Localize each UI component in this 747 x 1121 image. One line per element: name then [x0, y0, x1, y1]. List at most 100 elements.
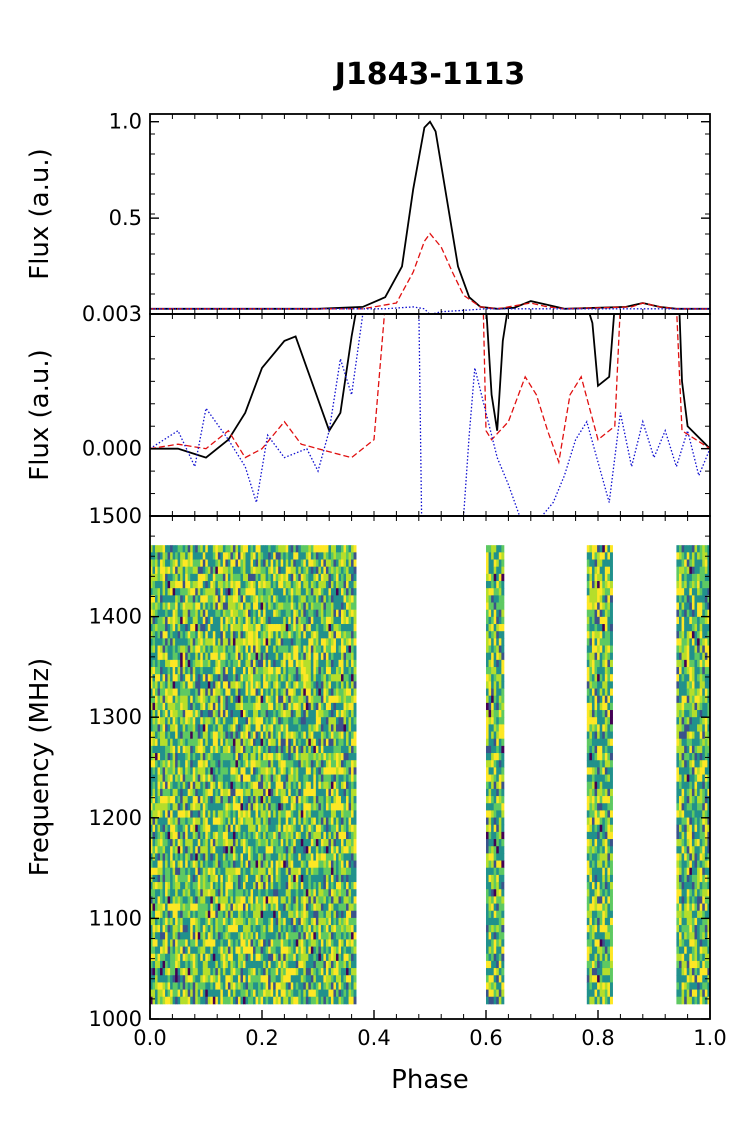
heatmap-cell — [265, 846, 269, 854]
heatmap-cell — [210, 788, 214, 797]
heatmap-cell — [280, 796, 284, 804]
heatmap-cell — [207, 846, 211, 854]
heatmap-cell — [315, 874, 319, 883]
heatmap-cell — [180, 638, 184, 646]
heatmap-cell — [313, 788, 317, 797]
heatmap-cell — [197, 860, 201, 869]
heatmap-cell — [273, 602, 277, 611]
heatmap-cell — [190, 960, 194, 969]
heatmap-cell — [255, 867, 259, 876]
heatmap-cell — [320, 674, 324, 682]
heatmap-cell — [235, 932, 239, 940]
heatmap-cell — [230, 817, 234, 826]
heatmap-cell — [270, 609, 274, 618]
heatmap-cell — [162, 968, 166, 976]
heatmap-cell — [330, 753, 334, 761]
heatmap-cell — [167, 817, 171, 826]
heatmap-cell — [293, 810, 297, 818]
heatmap-cell — [172, 917, 176, 926]
heatmap-cell — [248, 652, 251, 661]
heatmap-cell — [290, 788, 294, 797]
heatmap-cell — [207, 781, 211, 790]
heatmap-cell — [273, 982, 277, 990]
heatmap-cell — [293, 573, 297, 582]
heatmap-cell — [260, 645, 264, 654]
heatmap-cell — [160, 824, 163, 833]
heatmap-cell — [253, 609, 256, 618]
heatmap-cell — [240, 588, 244, 596]
heatmap-cell — [283, 753, 287, 761]
heatmap-cell — [205, 710, 209, 718]
heatmap-cell — [290, 925, 294, 933]
heatmap-cell — [313, 874, 317, 883]
heatmap-cell — [215, 681, 219, 689]
heatmap-cell — [150, 581, 153, 589]
heatmap-cell — [270, 989, 274, 998]
heatmap-cell — [237, 631, 241, 639]
heatmap-cell — [175, 824, 179, 833]
heatmap-cell — [310, 595, 314, 603]
heatmap-cell — [150, 989, 153, 998]
heatmap-cell — [170, 882, 174, 890]
heatmap-cell — [225, 581, 229, 589]
heatmap-cell — [323, 638, 327, 646]
heatmap-cell — [185, 932, 189, 940]
heatmap-cell — [215, 975, 219, 983]
heatmap-cell — [308, 796, 312, 804]
heatmap-cell — [165, 925, 168, 933]
heatmap-cell — [212, 545, 216, 553]
heatmap-cell — [328, 839, 332, 847]
heatmap-cell — [215, 796, 219, 804]
heatmap-cell — [202, 817, 206, 826]
heatmap-cell — [313, 717, 317, 725]
heatmap-cell — [250, 960, 254, 969]
heatmap-cell — [242, 581, 246, 589]
heatmap-cell — [300, 867, 304, 876]
heatmap-cell — [320, 968, 324, 976]
heatmap-cell — [283, 810, 287, 818]
heatmap-cell — [205, 681, 209, 689]
heatmap-cell — [263, 581, 266, 589]
heatmap-cell — [180, 774, 184, 783]
heatmap-cell — [300, 968, 304, 976]
heatmap-cell — [240, 638, 244, 646]
heatmap-cell — [192, 573, 196, 582]
heatmap-cell — [338, 688, 342, 697]
heatmap-cell — [195, 702, 199, 711]
heatmap-cell — [248, 631, 251, 639]
heatmap-cell — [245, 724, 249, 732]
heatmap-cell — [217, 760, 221, 768]
heatmap-cell — [162, 774, 166, 783]
heatmap-cell — [207, 932, 211, 940]
heatmap-cell — [240, 738, 244, 747]
heatmap-cell — [225, 817, 229, 826]
heatmap-cell — [323, 645, 327, 654]
heatmap-cell — [258, 853, 261, 861]
heatmap-cell — [157, 602, 161, 611]
heatmap-cell — [155, 788, 158, 797]
heatmap-cell — [202, 917, 206, 926]
heatmap-cell — [258, 953, 261, 962]
heatmap-cell — [305, 609, 309, 618]
heatmap-cell — [165, 839, 168, 847]
heatmap-cell — [182, 573, 186, 582]
heatmap-cell — [250, 989, 254, 998]
heatmap-cell — [253, 989, 256, 998]
heatmap-cell — [313, 674, 317, 682]
heatmap-cell — [265, 702, 269, 711]
heatmap-cell — [202, 824, 206, 833]
heatmap-cell — [240, 810, 244, 818]
heatmap-cell — [200, 745, 204, 754]
heatmap-cell — [207, 953, 211, 962]
heatmap-cell — [152, 602, 156, 611]
heatmap-cell — [320, 616, 324, 625]
heatmap-cell — [172, 767, 176, 775]
heatmap-cell — [160, 767, 163, 775]
heatmap-cell — [258, 710, 261, 718]
heatmap-cell — [268, 588, 272, 596]
heatmap-cell — [313, 724, 317, 732]
heatmap-cell — [190, 631, 194, 639]
heatmap-cell — [253, 817, 256, 826]
heatmap-cell — [283, 659, 287, 668]
heatmap-cell — [195, 975, 199, 983]
